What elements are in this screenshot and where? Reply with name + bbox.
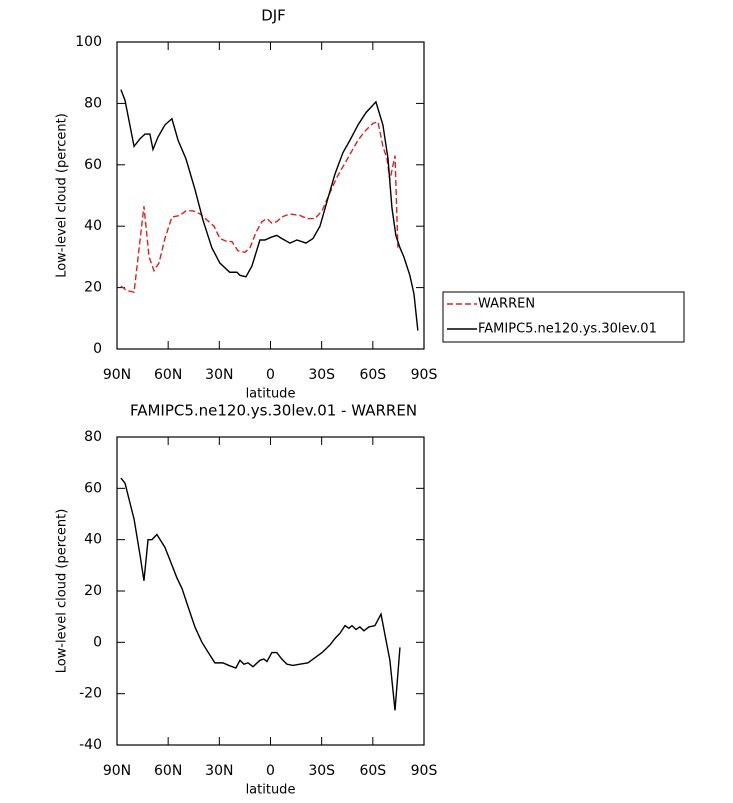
y-tick-label: 40: [84, 532, 102, 548]
y-tick-label: 40: [84, 218, 102, 234]
legend-label: WARREN: [478, 297, 535, 312]
x-axis-label: latitude: [246, 783, 296, 798]
y-axis-label: Low-level cloud (percent): [55, 113, 70, 278]
legend-box: [442, 291, 685, 343]
y-tick-label: 0: [93, 341, 102, 357]
x-tick-label: 0: [266, 763, 275, 779]
x-tick-label: 90S: [411, 763, 438, 779]
plot-frame: [116, 436, 425, 746]
x-tick-label: 0: [266, 367, 275, 383]
y-tick-label: 60: [84, 480, 102, 496]
y-axis-label: Low-level cloud (percent): [55, 509, 70, 674]
y-tick-label: 100: [75, 34, 102, 50]
x-tick-label: 90S: [411, 367, 438, 383]
x-axis-label: latitude: [246, 387, 296, 402]
x-tick-label: 90N: [103, 367, 131, 383]
y-tick-label: 20: [84, 280, 102, 296]
chart-title: FAMIPC5.ne120.ys.30lev.01 - WARREN: [130, 402, 417, 420]
x-tick-label: 60N: [154, 763, 182, 779]
y-tick-label: -40: [79, 737, 102, 753]
legend-label: FAMIPC5.ne120.ys.30lev.01: [478, 322, 657, 337]
y-tick-label: -20: [79, 686, 102, 702]
data-line: [120, 477, 401, 711]
x-tick-label: 60S: [359, 763, 386, 779]
x-tick-label: 30S: [308, 367, 335, 383]
y-tick-label: 20: [84, 583, 102, 599]
x-tick-label: 30N: [205, 763, 233, 779]
data-line: [120, 120, 399, 294]
x-tick-label: 60S: [359, 367, 386, 383]
y-tick-label: 0: [93, 634, 102, 650]
y-tick-label: 60: [84, 157, 102, 173]
x-tick-label: 30N: [205, 367, 233, 383]
chart-title: DJF: [261, 7, 286, 25]
x-tick-label: 30S: [308, 763, 335, 779]
x-tick-label: 60N: [154, 367, 182, 383]
data-line: [120, 89, 419, 331]
x-tick-label: 90N: [103, 763, 131, 779]
plot-frame: [116, 41, 425, 350]
y-tick-label: 80: [84, 95, 102, 111]
y-tick-label: 80: [84, 429, 102, 445]
